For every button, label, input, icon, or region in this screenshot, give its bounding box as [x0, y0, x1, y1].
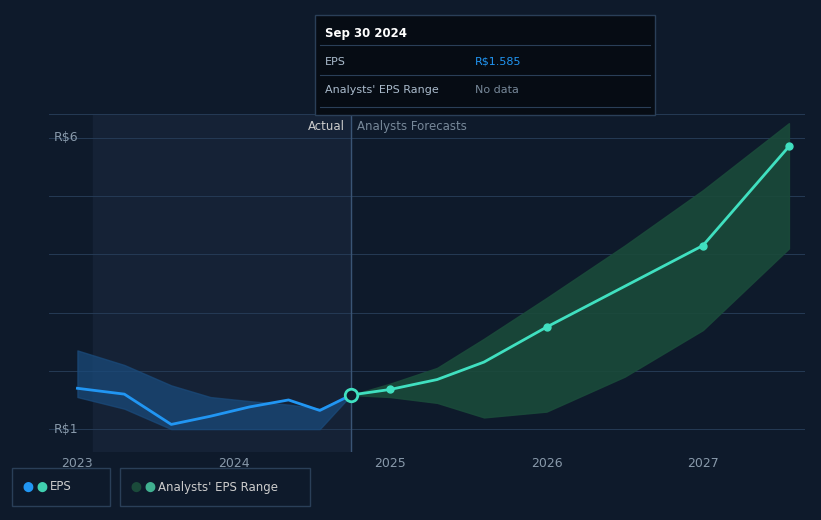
Text: EPS: EPS — [50, 480, 71, 493]
Bar — [93, 114, 351, 452]
Text: R$6: R$6 — [54, 131, 79, 144]
Text: Actual: Actual — [308, 120, 345, 133]
Text: Sep 30 2024: Sep 30 2024 — [325, 27, 407, 40]
Text: EPS: EPS — [325, 57, 346, 67]
Text: Analysts' EPS Range: Analysts' EPS Range — [158, 480, 278, 493]
Text: Analysts Forecasts: Analysts Forecasts — [357, 120, 467, 133]
Text: ⬤: ⬤ — [36, 482, 47, 492]
Text: Analysts' EPS Range: Analysts' EPS Range — [325, 85, 438, 95]
Text: ⬤: ⬤ — [22, 482, 33, 492]
Text: No data: No data — [475, 85, 519, 95]
Text: ⬤: ⬤ — [144, 482, 155, 492]
Text: R$1: R$1 — [54, 423, 79, 436]
Text: R$1.585: R$1.585 — [475, 57, 521, 67]
Text: ⬤: ⬤ — [130, 482, 141, 492]
